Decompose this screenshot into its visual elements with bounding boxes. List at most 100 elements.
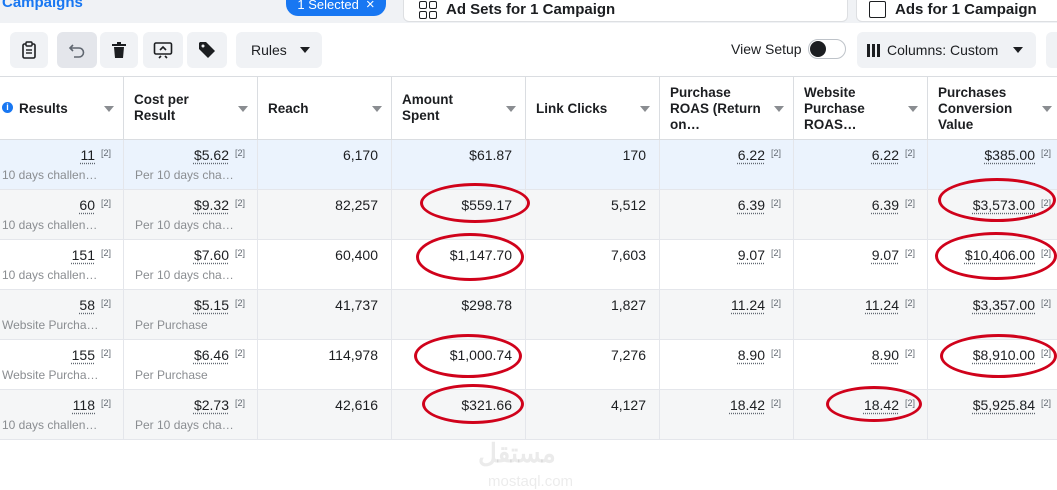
columns-dropdown[interactable]: Columns: Custom [857,32,1036,68]
cell-value[interactable]: 6.22 [737,147,765,163]
table-cell-results: 151 [2] 10 days challen… [0,240,124,290]
cell-value[interactable]: $8,910.00 [972,347,1035,363]
table-cell-results: 155 [2] Website Purcha… [0,340,124,390]
table-row[interactable]: 151 [2] 10 days challen… $7.60 [2] Per 10 day… [0,240,1057,290]
footnote-marker: [2] [1040,198,1051,208]
footnote-marker: [2] [1040,148,1051,158]
table-row[interactable]: 60 [2] 10 days challen… $9.32 [2] Per 10 days… [0,190,1057,240]
cell-value[interactable]: $5.15 [193,297,229,313]
watermark-logo: مستقل [478,438,556,468]
cell-value: $1,000.74 [449,347,512,363]
footnote-marker: [2] [1040,248,1051,258]
cell-value: 170 [622,147,646,163]
column-header-results[interactable]: i Results [0,77,124,139]
column-header-label: Results [19,101,68,116]
cell-value[interactable]: 6.39 [871,197,899,213]
cell-value: $1,147.70 [449,247,512,263]
table-cell-value: $3,573.00 [2] [928,190,1057,240]
table-cell-value: $385.00 [2] [928,140,1057,190]
cell-value[interactable]: $10,406.00 [964,247,1035,263]
cell-subtext: Per 10 days cha… [135,218,234,232]
cell-value[interactable]: $6.46 [193,347,229,363]
table-cell-value: $5,925.84 [2] [928,390,1057,440]
cell-value[interactable]: 11.24 [731,297,765,313]
cell-value[interactable]: 151 [71,247,95,263]
table-cell-results: 118 [2] 10 days challen… [0,390,124,440]
cell-value[interactable]: $385.00 [984,147,1035,163]
cell-value[interactable]: $2.73 [193,397,229,413]
cell-value[interactable]: $5.62 [193,147,229,163]
cell-value[interactable]: $5,925.84 [972,397,1035,413]
footnote-marker: [2] [234,198,245,208]
column-header-label: Reach [268,101,309,116]
footnote-marker: [2] [770,198,781,208]
tag-icon [199,42,215,58]
cell-value: 4,127 [610,397,646,413]
cell-value[interactable]: 155 [71,347,95,363]
view-setup-label: View Setup [731,41,802,57]
cell-value[interactable]: $3,357.00 [972,297,1035,313]
duplicate-button[interactable] [10,32,48,68]
cell-subtext: Per 10 days cha… [135,418,234,432]
view-setup-toggle[interactable] [808,39,846,59]
tab-ad-sets[interactable]: Ad Sets for 1 Campaign [403,0,848,22]
cell-value[interactable]: 8.90 [737,347,765,363]
rules-dropdown[interactable]: Rules [236,32,322,68]
footnote-marker: [2] [100,348,111,358]
column-header-cost-per-result[interactable]: Cost per Result [124,77,258,139]
cell-value[interactable]: $3,573.00 [972,197,1035,213]
table-cell-cpr: $7.60 [2] Per 10 days cha… [124,240,258,290]
footnote-marker: [2] [234,398,245,408]
column-header-purchases-conversion-value[interactable]: Purchases Conversion Value [928,77,1057,139]
cell-value[interactable]: 6.22 [871,147,899,163]
toolbar: Rules View Setup Columns: Custom [0,23,1057,76]
cell-value[interactable]: $7.60 [193,247,229,263]
tab-ads[interactable]: Ads for 1 Campaign [856,0,1057,22]
table-cell-reach: 42,616 [258,390,392,440]
columns-label: Columns: Custom [887,42,999,58]
table-row[interactable]: 118 [2] 10 days challen… $2.73 [2] Per 10 day… [0,390,1057,440]
cell-value[interactable]: 18.42 [863,397,899,413]
table-row[interactable]: 155 [2] Website Purcha… $6.46 [2] Per Purchas… [0,340,1057,390]
sort-icon [506,106,516,112]
footnote-marker: [2] [100,248,111,258]
column-header-purchase-roas[interactable]: Purchase ROAS (Return on… [660,77,794,139]
breakdown-button[interactable] [1046,32,1057,68]
tags-button[interactable] [187,32,227,68]
tab-ads-label: Ads for 1 Campaign [895,1,1037,18]
column-header-reach[interactable]: Reach [258,77,392,139]
cell-value[interactable]: 6.39 [737,197,765,213]
column-header-website-purchase-roas[interactable]: Website Purchase ROAS… [794,77,928,139]
selected-filter-pill[interactable]: 1 Selected × [286,0,386,16]
column-header-link-clicks[interactable]: Link Clicks [526,77,660,139]
cell-value[interactable]: $9.32 [193,197,229,213]
table-cell-spent: $321.66 [392,390,526,440]
cell-value: 82,257 [335,197,378,213]
preview-button[interactable] [143,32,183,68]
undo-button[interactable] [57,32,97,68]
cell-subtext: 10 days challen… [2,168,98,182]
sort-icon [908,106,918,112]
table-cell-clicks: 7,276 [526,340,660,390]
table-row[interactable]: 11 [2] 10 days challen… $5.62 [2] Per 10 days… [0,140,1057,190]
cell-value[interactable]: 118 [72,397,95,413]
cell-value[interactable]: 11 [80,147,95,163]
cell-value[interactable]: 58 [79,297,95,313]
cell-value[interactable]: 60 [79,197,95,213]
cell-value[interactable]: 11.24 [865,297,899,313]
delete-button[interactable] [100,32,138,68]
table-cell-results: 60 [2] 10 days challen… [0,190,124,240]
table-row[interactable]: 58 [2] Website Purcha… $5.15 [2] Per Purchase… [0,290,1057,340]
tab-ad-sets-label: Ad Sets for 1 Campaign [446,1,616,18]
table-cell-results: 58 [2] Website Purcha… [0,290,124,340]
cell-value[interactable]: 18.42 [729,397,765,413]
cell-value[interactable]: 9.07 [871,247,899,263]
table-cell-value: $3,357.00 [2] [928,290,1057,340]
clear-selection-icon[interactable]: × [365,0,375,13]
cell-value[interactable]: 9.07 [737,247,765,263]
column-header-amount-spent[interactable]: Amount Spent [392,77,526,139]
footnote-marker: [2] [234,298,245,308]
table-cell-roas: 18.42 [2] [660,390,794,440]
tab-campaigns[interactable]: Campaigns [2,0,83,11]
cell-value[interactable]: 8.90 [871,347,899,363]
